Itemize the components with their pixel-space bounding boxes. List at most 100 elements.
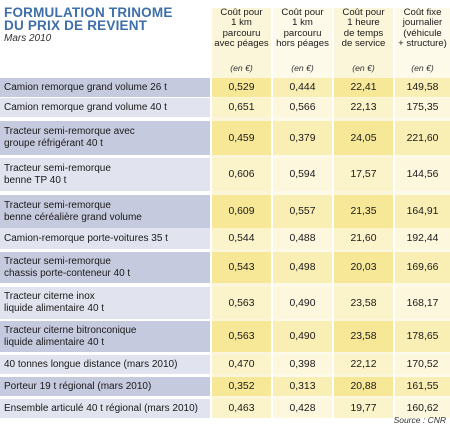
value-cell: 0,529: [212, 78, 271, 97]
title-line: DU PRIX DE REVIENT: [4, 18, 148, 33]
column-header-line: Coût pour: [281, 7, 324, 18]
value-cell: 160,62: [395, 399, 450, 418]
column-header-line: (véhicule: [403, 27, 442, 39]
row-label: Ensemble articulé 40 t régional (mars 20…: [0, 399, 210, 418]
column-unit-1: (en €): [230, 63, 253, 73]
value-cell: 170,52: [395, 355, 450, 374]
value-cell: 0,498: [273, 252, 332, 283]
row-label: Tracteur semi-remorque benne TP 40 t: [0, 158, 210, 191]
value-cell: 20,03: [334, 252, 393, 283]
row-label-line: liquide alimentaire 40 t: [4, 303, 105, 314]
column-header-line: parcouru: [222, 27, 261, 39]
value-cell: 0,379: [273, 121, 332, 155]
row-label: Camion-remorque porte-voitures 35 t: [0, 228, 210, 249]
column-header-4: Coût fixe journalier (véhicule + structure): [395, 7, 450, 50]
column-header-line: de service: [341, 38, 386, 50]
value-cell: 21,35: [334, 195, 393, 228]
row-label: Tracteur semi-remorque avec groupe réfrig…: [0, 121, 210, 155]
column-header-line: parcouru: [283, 27, 322, 39]
value-cell: 0,459: [212, 121, 271, 155]
value-cell: 0,463: [212, 399, 271, 418]
row-label-line: benne TP 40 t: [4, 174, 67, 186]
title-block: FORMULATION TRINOME DU PRIX DE REVIENT M…: [4, 6, 204, 44]
row-label: Tracteur semi-remorque chassis porte-cont…: [0, 252, 210, 283]
row-label-line: Tracteur semi-remorque: [4, 255, 111, 267]
value-cell: 0,444: [273, 78, 332, 97]
value-cell: 19,77: [334, 399, 393, 418]
value-cell: 149,58: [395, 78, 450, 97]
table-title: FORMULATION TRINOME DU PRIX DE REVIENT: [4, 5, 204, 33]
row-label-line: Tracteur citerne inox: [4, 291, 95, 302]
column-header-line: Coût pour: [220, 7, 263, 18]
column-header-line: 1 km: [292, 17, 313, 29]
row-label-line: Tracteur semi-remorque: [4, 199, 111, 211]
column-header-line: journalier: [402, 17, 443, 29]
table-row: Camion remorque grand volume 26 t 0,529 0,…: [0, 78, 450, 97]
value-cell: 0,470: [212, 355, 271, 374]
value-cell: 175,35: [395, 98, 450, 117]
value-cell: 164,91: [395, 195, 450, 228]
column-header-3: Coût pour 1 heure de temps de service: [334, 7, 393, 50]
value-cell: 24,05: [334, 121, 393, 155]
source-note: Source : CNR: [393, 415, 446, 425]
value-cell: 0,609: [212, 195, 271, 228]
value-cell: 0,563: [212, 321, 271, 352]
value-cell: 0,543: [212, 252, 271, 283]
table-row: Tracteur semi-remorque chassis porte-cont…: [0, 252, 450, 283]
column-header-1: Coût pour 1 km parcouru avec péages: [212, 7, 271, 50]
row-label-line: Ensemble articulé 40 t régional (mars 20…: [4, 402, 198, 414]
value-cell: 144,56: [395, 158, 450, 191]
row-label-line: benne céréalière grand volume: [4, 211, 142, 223]
row-label-line: Camion-remorque porte-voitures 35 t: [4, 232, 168, 244]
row-label-line: 40 tonnes longue distance (mars 2010): [4, 358, 178, 370]
value-cell: 22,41: [334, 78, 393, 97]
value-cell: 0,557: [273, 195, 332, 228]
value-cell: 0,352: [212, 377, 271, 396]
value-cell: 192,44: [395, 228, 450, 249]
column-unit-2: (en €): [291, 63, 314, 73]
row-label: Camion remorque grand volume 26 t: [0, 78, 210, 97]
row-label-line: chassis porte-conteneur 40 t: [4, 267, 131, 279]
table-row: Tracteur citerne bitronconique liquide al…: [0, 321, 450, 352]
value-cell: 0,398: [273, 355, 332, 374]
table-row: Tracteur semi-remorque avec groupe réfrig…: [0, 121, 450, 155]
value-cell: 22,13: [334, 98, 393, 117]
value-cell: 168,17: [395, 287, 450, 319]
title-line: FORMULATION TRINOME: [4, 5, 173, 20]
value-cell: 0,488: [273, 228, 332, 249]
row-label-line: Camion remorque grand volume 26 t: [4, 81, 167, 93]
column-header-line: avec péages: [214, 38, 269, 50]
row-label: Porteur 19 t régional (mars 2010): [0, 377, 210, 396]
value-cell: 161,55: [395, 377, 450, 396]
table-row: Porteur 19 t régional (mars 2010) 0,352 0,…: [0, 377, 450, 396]
row-label-line: liquide alimentaire 40 t: [4, 336, 105, 348]
value-cell: 21,60: [334, 228, 393, 249]
value-cell: 178,65: [395, 321, 450, 352]
row-label: Camion remorque grand volume 40 t: [0, 98, 210, 117]
column-unit-3: (en €): [352, 63, 375, 73]
value-cell: 0,594: [273, 158, 332, 191]
row-label-line: Tracteur semi-remorque: [4, 162, 111, 174]
column-header-2: Coût pour 1 km parcouru hors péages: [273, 7, 332, 50]
value-cell: 0,490: [273, 287, 332, 319]
value-cell: 221,60: [395, 121, 450, 155]
table-subtitle: Mars 2010: [4, 33, 52, 44]
value-cell: 22,12: [334, 355, 393, 374]
column-header-line: Coût fixe: [403, 7, 442, 18]
value-cell: 0,563: [212, 287, 271, 319]
row-label: 40 tonnes longue distance (mars 2010): [0, 355, 210, 374]
row-label: Tracteur citerne inox liquide alimentaire…: [0, 287, 210, 319]
value-cell: 23,58: [334, 321, 393, 352]
value-cell: 0,313: [273, 377, 332, 396]
value-cell: 17,57: [334, 158, 393, 191]
row-label-line: Camion remorque grand volume 40 t: [4, 101, 167, 113]
column-header-line: de temps: [343, 27, 384, 39]
value-cell: 23,58: [334, 287, 393, 319]
value-cell: 20,88: [334, 377, 393, 396]
table-row: Tracteur semi-remorque benne TP 40 t 0,606…: [0, 158, 450, 191]
row-label-line: groupe réfrigérant 40 t: [4, 138, 103, 149]
column-header-line: 1 km: [231, 17, 252, 29]
column-header-line: 1 heure: [347, 17, 380, 29]
value-cell: 0,490: [273, 321, 332, 352]
value-cell: 0,651: [212, 98, 271, 117]
